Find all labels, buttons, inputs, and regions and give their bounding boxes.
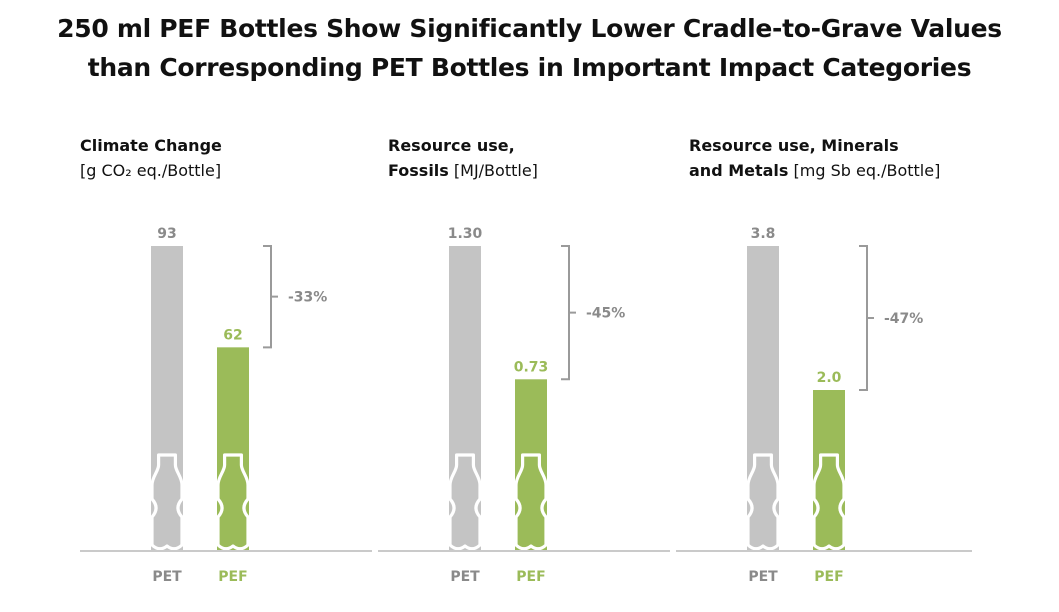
chart-panel: 93 PET 62 PEF -33% — [80, 226, 372, 585]
reduction-bracket — [561, 245, 576, 381]
pef-bottle-icon — [812, 453, 846, 551]
pet-bar — [151, 246, 183, 550]
panel-title-unit: [g CO₂ eq./Bottle] — [80, 161, 222, 180]
pet-bar — [449, 246, 481, 550]
chart-title-line-1: 250 ml PEF Bottles Show Significantly Lo… — [57, 14, 1002, 43]
pef-bottle-icon — [216, 453, 250, 551]
pef-value-label: 0.73 — [514, 359, 549, 375]
chart-title-line-2: than Corresponding PET Bottles in Import… — [87, 53, 972, 82]
pet-bottle-icon — [448, 453, 482, 551]
panel-title-unit: [MJ/Bottle] — [448, 161, 538, 180]
pef-category-label: PEF — [516, 569, 545, 585]
panel-title-bold-1: Resource use, Minerals — [689, 136, 899, 155]
pet-category-label: PET — [152, 569, 182, 585]
pef-bar — [217, 347, 249, 550]
pef-category-label: PEF — [218, 569, 247, 585]
pet-bottle-icon — [150, 453, 184, 551]
pef-category-label: PEF — [814, 569, 843, 585]
pet-bar — [747, 246, 779, 550]
pef-value-label: 62 — [223, 327, 242, 343]
panel-title-bold-2: and Metals — [689, 161, 789, 180]
pef-value-label: 2.0 — [817, 370, 842, 386]
pef-bottle-icon — [514, 453, 548, 551]
pet-bottle-icon — [746, 453, 780, 551]
pet-category-label: PET — [450, 569, 480, 585]
reduction-bracket — [859, 245, 874, 391]
chart-panel: 3.8 PET 2.0 PEF -47% — [676, 226, 972, 585]
pet-category-label: PET — [748, 569, 778, 585]
pet-value-label: 1.30 — [448, 226, 483, 242]
panel-title-climate-change: Climate Change [g CO₂ eq./Bottle] — [80, 133, 222, 183]
panel-title-bold-2: Fossils — [388, 161, 449, 180]
chart-panel: 1.30 PET 0.73 PEF -45% — [378, 226, 670, 585]
reduction-bracket — [263, 245, 278, 349]
panel-title-bold-1: Climate Change — [80, 136, 222, 155]
panel-title-unit: [mg Sb eq./Bottle] — [788, 161, 941, 180]
panel-title-bold-1: Resource use, — [388, 136, 515, 155]
reduction-label: -33% — [288, 290, 327, 306]
panel-title-resource-fossils: Resource use, Fossils [MJ/Bottle] — [388, 133, 538, 183]
pet-value-label: 3.8 — [751, 226, 776, 242]
panel-title-resource-minerals: Resource use, Minerals and Metals [mg Sb… — [689, 133, 940, 183]
reduction-label: -47% — [884, 311, 923, 327]
pef-bar — [515, 379, 547, 550]
pet-value-label: 93 — [157, 226, 176, 242]
reduction-label: -45% — [586, 306, 625, 322]
